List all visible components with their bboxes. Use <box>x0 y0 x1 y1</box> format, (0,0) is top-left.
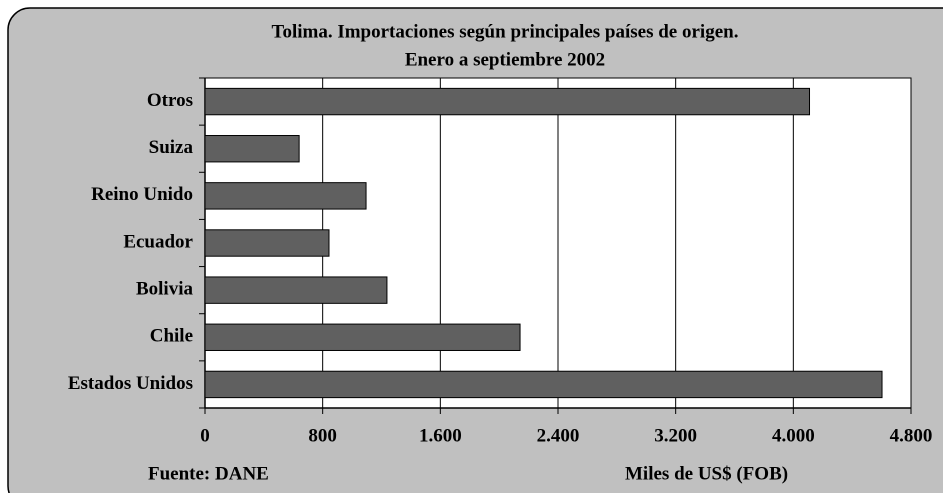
x-tick-label: 1.600 <box>419 425 462 446</box>
x-tick-label: 0 <box>200 425 210 446</box>
x-tick-label: 800 <box>308 425 337 446</box>
chart-title: Tolima. Importaciones según principales … <box>272 21 739 42</box>
bar <box>204 135 300 163</box>
bar <box>204 323 521 351</box>
y-tick-label: Otros <box>147 90 193 111</box>
x-axis-label: Miles de US$ (FOB) <box>625 463 788 484</box>
x-tick-label: 4.000 <box>772 425 815 446</box>
bar <box>204 276 388 304</box>
x-tick-label: 2.400 <box>537 425 580 446</box>
source-note: Fuente: DANE <box>148 463 269 484</box>
y-tick-label: Chile <box>150 326 193 347</box>
y-tick-label: Suiza <box>149 137 194 158</box>
bar <box>204 370 883 399</box>
x-tick-label: 4.800 <box>890 425 933 446</box>
y-tick-label: Reino Unido <box>91 184 193 205</box>
chart-subtitle: Enero a septiembre 2002 <box>405 49 605 70</box>
x-tick-label: 3.200 <box>654 425 697 446</box>
bar <box>204 87 811 116</box>
bar <box>204 182 367 210</box>
y-tick-label: Ecuador <box>123 231 193 252</box>
y-tick-label: Estados Unidos <box>68 373 193 394</box>
bar <box>204 229 330 257</box>
y-tick-label: Bolivia <box>136 279 194 300</box>
